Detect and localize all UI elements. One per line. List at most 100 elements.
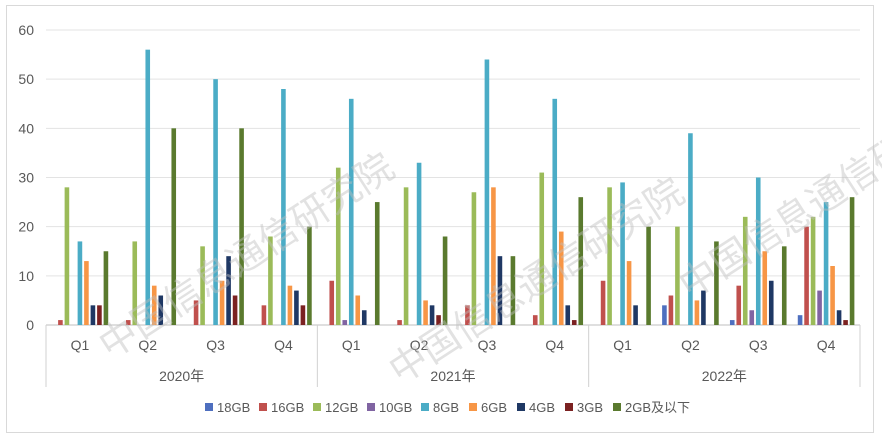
category-group	[465, 59, 516, 325]
legend-swatch	[565, 403, 573, 411]
category-group	[532, 98, 584, 325]
legend-item-2GB及以下: 2GB及以下	[613, 400, 690, 415]
bar-4GB	[836, 310, 842, 325]
y-tick-label: 10	[18, 268, 34, 284]
x-tick-label-year: 2021年	[430, 368, 475, 384]
bar-4GB	[565, 305, 571, 325]
bar-6GB	[762, 251, 768, 325]
x-tick-label-quarter: Q3	[206, 337, 225, 353]
y-axis-tick-labels: 0 10 20 30 40 50 60	[18, 22, 34, 333]
x-axis: Q1 Q2 Q3 Q4 Q1 Q2 Q3 Q4 Q1 Q2 Q3 Q4 2020年 2021年 2022年	[45, 325, 861, 387]
category-group	[729, 177, 787, 325]
bar-18GB	[729, 320, 735, 325]
category-group	[193, 79, 244, 325]
bar-16GB	[193, 300, 199, 325]
bar-8GB	[823, 202, 829, 325]
bar-16GB	[804, 226, 809, 325]
category-group	[125, 49, 177, 326]
bar-2GB及以下	[103, 251, 109, 325]
bar-4GB	[294, 290, 299, 325]
bar-2GB及以下	[781, 246, 787, 325]
legend-swatch	[367, 403, 375, 411]
legend-label: 4GB	[529, 400, 555, 415]
bar-2GB及以下	[239, 128, 244, 325]
x-tick-label-quarter: Q3	[749, 337, 768, 353]
x-tick-label-quarter: Q1	[71, 337, 90, 353]
bar-8GB	[77, 241, 83, 325]
x-tick-label-quarter: Q4	[545, 337, 564, 353]
bar-8GB	[348, 98, 354, 325]
bar-4GB	[90, 305, 96, 325]
bar-6GB	[84, 261, 89, 325]
legend-label: 10GB	[379, 400, 412, 415]
bar-6GB	[355, 295, 361, 325]
bar-12GB	[64, 187, 70, 325]
bar-8GB	[552, 98, 558, 325]
legend-swatch	[469, 403, 477, 411]
x-tick-label-quarter: Q1	[613, 337, 632, 353]
legend-item-18GB: 18GB	[205, 400, 250, 415]
y-tick-label: 40	[18, 120, 34, 136]
bar-12GB	[268, 236, 273, 325]
x-tick-label-quarter: Q3	[478, 337, 497, 353]
bar-18GB	[662, 305, 667, 325]
bar-10GB	[749, 310, 755, 325]
legend-swatch	[259, 403, 267, 411]
bar-8GB	[484, 59, 490, 325]
x-tick-label-quarter: Q4	[817, 337, 836, 353]
bar-16GB	[668, 295, 674, 325]
legend-label: 6GB	[481, 400, 507, 415]
bar-2GB及以下	[374, 202, 380, 325]
bar-2GB及以下	[442, 236, 448, 325]
bar-6GB	[151, 285, 157, 325]
bar-3GB	[843, 320, 848, 325]
legend-label: 16GB	[271, 400, 304, 415]
bar-16GB	[736, 285, 742, 325]
bar-8GB	[416, 162, 422, 325]
bar-6GB	[694, 300, 700, 325]
bar-16GB	[397, 320, 402, 325]
legend-label: 12GB	[325, 400, 358, 415]
chart-frame	[6, 5, 874, 433]
bar-16GB	[58, 320, 63, 325]
bar-4GB	[226, 256, 231, 325]
bar-2GB及以下	[578, 197, 584, 325]
x-tick-label-quarter: Q1	[342, 337, 361, 353]
bar-2GB及以下	[510, 256, 516, 325]
bar-8GB	[688, 133, 693, 325]
bar-16GB	[125, 320, 131, 325]
y-tick-label: 60	[18, 22, 34, 38]
bar-8GB	[145, 49, 151, 326]
legend-swatch	[613, 403, 621, 411]
bar-2GB及以下	[849, 197, 855, 325]
bar-4GB	[429, 305, 435, 325]
bar-2GB及以下	[646, 226, 651, 325]
bar-12GB	[607, 187, 612, 325]
bar-6GB	[219, 280, 225, 325]
bar-8GB	[755, 177, 761, 325]
legend-label: 8GB	[433, 400, 459, 415]
bar-4GB	[768, 280, 774, 325]
bar-4GB	[361, 310, 367, 325]
x-tick-label-year: 2022年	[702, 368, 747, 384]
category-group	[397, 162, 448, 325]
bar-16GB	[532, 315, 538, 325]
legend-item-3GB: 3GB	[565, 400, 603, 415]
bar-16GB	[261, 305, 267, 325]
category-group	[261, 89, 312, 325]
bar-2GB及以下	[714, 241, 719, 325]
bar-2GB及以下	[171, 128, 177, 325]
legend-item-8GB: 8GB	[421, 400, 459, 415]
bar-6GB	[491, 187, 496, 325]
x-tick-label-quarter: Q2	[138, 337, 157, 353]
legend-item-12GB: 12GB	[313, 400, 358, 415]
legend-item-16GB: 16GB	[259, 400, 304, 415]
category-group	[662, 133, 719, 325]
bar-12GB	[132, 241, 138, 325]
bar-10GB	[817, 290, 822, 325]
legend-item-4GB: 4GB	[517, 400, 555, 415]
bar-4GB	[701, 290, 706, 325]
y-tick-label: 0	[26, 317, 34, 333]
bar-6GB	[287, 285, 293, 325]
